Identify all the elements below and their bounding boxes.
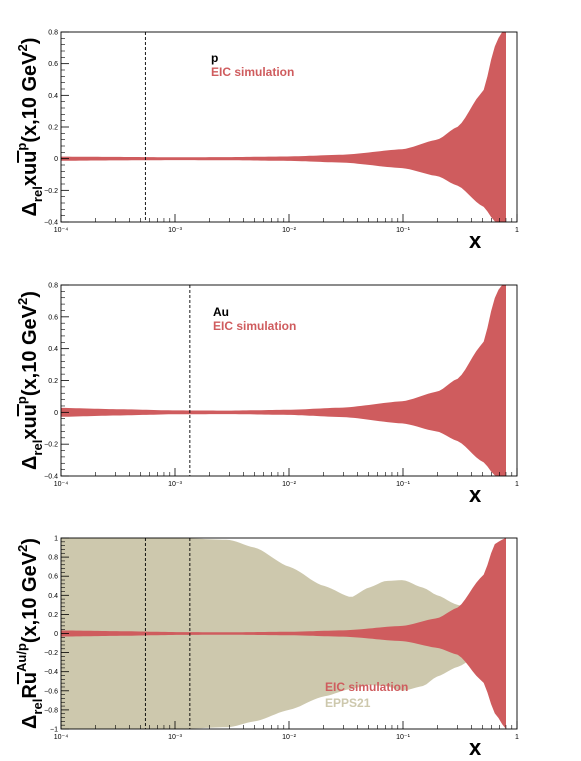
plot-frame xyxy=(60,284,518,477)
band-eic-simulation xyxy=(61,285,506,476)
y-tick-label: 0.4 xyxy=(48,593,58,600)
x-tick-label: 10⁻¹ xyxy=(396,227,410,234)
annotation-eic-simulation: EIC simulation xyxy=(211,65,294,79)
band-eic-simulation xyxy=(61,538,506,729)
x-tick-label: 10⁻² xyxy=(282,734,296,741)
annotation-target: p xyxy=(211,51,218,65)
y-tick-label: 0.6 xyxy=(48,574,58,581)
legend-epps21: EPPS21 xyxy=(325,696,371,710)
y-tick-label: 0.8 xyxy=(48,283,58,290)
chart-panel-2: −0.4 −0.2 0 0.2 0.4 0.6 0.8 10⁻⁴ 10⁻³ 10⁻² 10⁻¹ 1 x Δ… xyxy=(14,283,519,508)
y-tick-label: 0.2 xyxy=(48,125,58,132)
annotation-eic-simulation: EIC simulation xyxy=(213,319,296,333)
y-tick-label: 0 xyxy=(54,410,58,417)
x-axis-label: x xyxy=(469,228,482,253)
y-tick-label: −0.6 xyxy=(44,688,58,695)
y-tick-label: 0 xyxy=(54,156,58,163)
x-tick-label: 10⁻¹ xyxy=(396,734,410,741)
svg-text:Δrelxuup(x,10 GeV2): Δrelxuup(x,10 GeV2) xyxy=(14,291,45,470)
x-tick-label: 10⁻⁴ xyxy=(54,227,69,234)
y-tick-label: −0.2 xyxy=(44,188,58,195)
y-tick-label: 0.2 xyxy=(48,612,58,619)
plot-frame xyxy=(60,31,518,223)
y-tick-label: 0.2 xyxy=(48,378,58,385)
chart-panel-1: −0.4 −0.2 0 0.2 0.4 0.6 0.8 10⁻⁴ 10⁻³ 10⁻² 10⁻¹ 1 x Δ… xyxy=(14,30,519,254)
x-tick-label: 10⁻⁴ xyxy=(54,481,69,488)
y-tick-label: 0.6 xyxy=(48,314,58,321)
x-tick-label: 10⁻¹ xyxy=(396,481,410,488)
y-tick-label: −1 xyxy=(50,727,58,734)
y-axis-label: Δrelxuup(x,10 GeV2) xyxy=(14,291,45,470)
y-tick-label: −0.8 xyxy=(44,707,58,714)
x-tick-label: 10⁻⁴ xyxy=(54,734,69,741)
x-tick-label: 10⁻² xyxy=(282,227,296,234)
y-tick-label: 0.4 xyxy=(48,346,58,353)
x-tick-label: 1 xyxy=(515,734,519,741)
y-tick-label: 0.8 xyxy=(48,30,58,37)
x-tick-label: 10⁻³ xyxy=(168,734,182,741)
x-axis-label: x xyxy=(469,735,482,760)
x-tick-label: 1 xyxy=(515,481,519,488)
y-tick-label: −0.4 xyxy=(44,220,58,227)
x-tick-label: 10⁻³ xyxy=(168,227,182,234)
y-tick-label: 0.4 xyxy=(48,93,58,100)
band-eic-simulation xyxy=(61,32,506,222)
svg-text:ΔrelRuAu/p(x,10 GeV2): ΔrelRuAu/p(x,10 GeV2) xyxy=(14,538,45,729)
chart-panel-3: −1 −0.8 −0.6 −0.4 −0.2 0 0.2 0.4 0.6 0.8 1 10⁻⁴ 10⁻³… xyxy=(14,536,519,761)
annotation-target: Au xyxy=(213,305,229,319)
y-tick-label: 0.8 xyxy=(48,555,58,562)
x-tick-label: 10⁻² xyxy=(282,481,296,488)
y-tick-label: 0.6 xyxy=(48,61,58,68)
legend-eic-simulation: EIC simulation xyxy=(325,680,408,694)
x-tick-label: 1 xyxy=(515,227,519,234)
y-tick-label: −0.2 xyxy=(44,442,58,449)
y-tick-label: −0.2 xyxy=(44,650,58,657)
y-axis-label: ΔrelRuAu/p(x,10 GeV2) xyxy=(14,538,45,729)
svg-text:Δrelxuup(x,10 GeV2): Δrelxuup(x,10 GeV2) xyxy=(14,38,45,217)
y-tick-label: 1 xyxy=(54,536,58,543)
x-axis-label: x xyxy=(469,482,482,507)
y-axis-label: Δrelxuup(x,10 GeV2) xyxy=(14,38,45,217)
y-tick-label: −0.4 xyxy=(44,669,58,676)
y-tick-label: 0 xyxy=(54,631,58,638)
x-tick-label: 10⁻³ xyxy=(168,481,182,488)
y-tick-label: −0.4 xyxy=(44,474,58,481)
